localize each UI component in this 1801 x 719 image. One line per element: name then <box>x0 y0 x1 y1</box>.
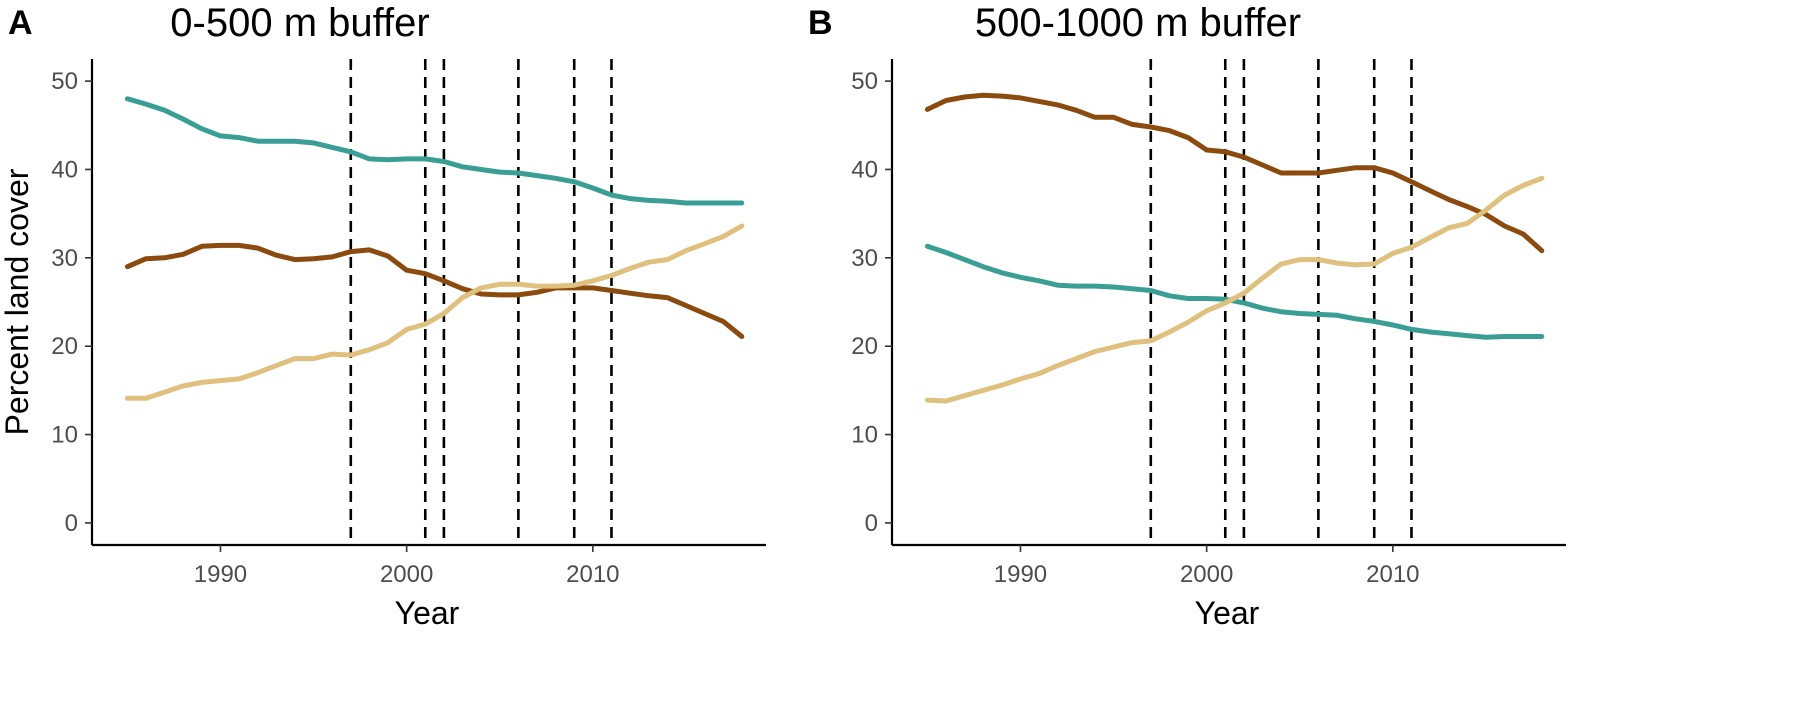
series-line-teal <box>924 243 1545 340</box>
x-tick-label: 1990 <box>994 561 1047 588</box>
x-tick-label: 2000 <box>380 561 433 588</box>
series-line-brown <box>124 242 745 339</box>
chart-title: 500-1000 m buffer <box>975 1 1301 45</box>
x-axis-title: Year <box>395 595 460 631</box>
y-tick-label: 0 <box>865 510 878 537</box>
y-axis-title: Percent land cover <box>0 168 35 435</box>
y-tick-label: 40 <box>851 156 878 183</box>
x-tick-label: 2010 <box>1366 561 1419 588</box>
y-tick-label: 10 <box>851 422 878 449</box>
y-tick-label: 20 <box>851 333 878 360</box>
y-tick-label: 50 <box>851 68 878 95</box>
panel-b: B 500-1000 m buffer 0 10 20 30 40 50 1990 2000 201… <box>808 1 1566 631</box>
x-tick-label: 2010 <box>566 561 619 588</box>
x-tick-label: 2000 <box>1180 561 1233 588</box>
y-tick-label: 20 <box>51 333 78 360</box>
y-tick-label: 0 <box>65 510 78 537</box>
series-line-brown <box>924 92 1545 254</box>
y-tick-label: 10 <box>51 422 78 449</box>
series-line-teal <box>124 96 745 206</box>
panel-letter: A <box>8 4 33 42</box>
y-tick-label: 50 <box>51 68 78 95</box>
x-tick-label: 1990 <box>194 561 247 588</box>
x-axis-title: Year <box>1195 595 1260 631</box>
series-line-tan <box>924 175 1545 404</box>
y-tick-label: 30 <box>51 245 78 272</box>
y-tick-label: 40 <box>51 156 78 183</box>
y-tick-label: 30 <box>851 245 878 272</box>
panel-letter: B <box>808 4 833 42</box>
chart-title: 0-500 m buffer <box>170 1 429 45</box>
series-line-tan <box>124 223 745 401</box>
panel-a: A 0-500 m buffer 0 10 20 30 40 50 1990 2000 2010 Ye… <box>0 1 766 631</box>
